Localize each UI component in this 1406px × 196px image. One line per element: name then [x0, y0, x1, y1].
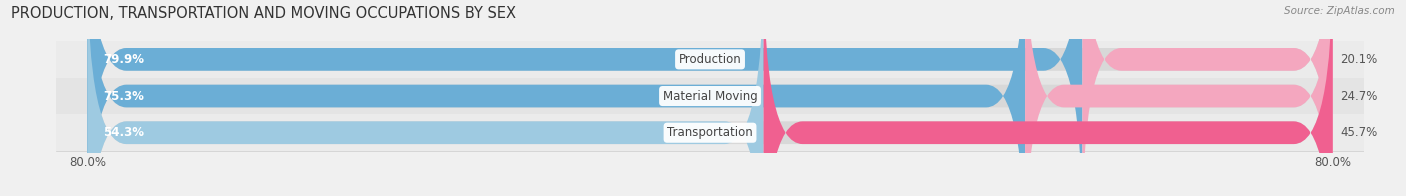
FancyBboxPatch shape — [87, 0, 1333, 196]
Text: Production: Production — [679, 53, 741, 66]
Text: Material Moving: Material Moving — [662, 90, 758, 103]
FancyBboxPatch shape — [87, 0, 1025, 196]
Text: 45.7%: 45.7% — [1340, 126, 1378, 139]
Text: 24.7%: 24.7% — [1340, 90, 1378, 103]
Text: Transportation: Transportation — [668, 126, 752, 139]
FancyBboxPatch shape — [763, 0, 1333, 196]
FancyBboxPatch shape — [87, 0, 763, 196]
FancyBboxPatch shape — [48, 78, 1372, 114]
Text: Source: ZipAtlas.com: Source: ZipAtlas.com — [1284, 6, 1395, 16]
Text: 79.9%: 79.9% — [103, 53, 143, 66]
Text: 20.1%: 20.1% — [1340, 53, 1378, 66]
Text: PRODUCTION, TRANSPORTATION AND MOVING OCCUPATIONS BY SEX: PRODUCTION, TRANSPORTATION AND MOVING OC… — [11, 6, 516, 21]
FancyBboxPatch shape — [87, 0, 1083, 196]
FancyBboxPatch shape — [48, 41, 1372, 78]
FancyBboxPatch shape — [87, 0, 1333, 196]
FancyBboxPatch shape — [87, 0, 1333, 196]
FancyBboxPatch shape — [1083, 0, 1333, 196]
FancyBboxPatch shape — [1025, 0, 1333, 196]
FancyBboxPatch shape — [48, 114, 1372, 151]
Text: 75.3%: 75.3% — [103, 90, 143, 103]
Text: 54.3%: 54.3% — [103, 126, 143, 139]
